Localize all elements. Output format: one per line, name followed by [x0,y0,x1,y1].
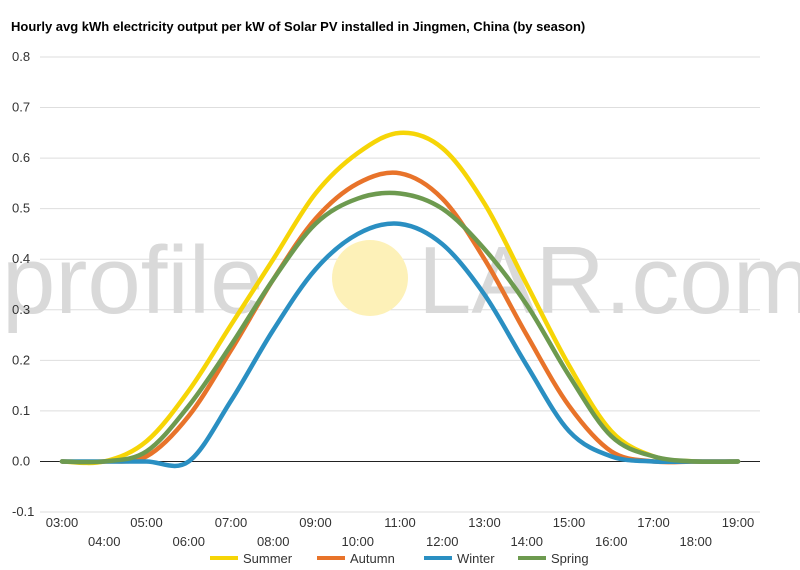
gridlines [40,56,760,513]
series-line-winter [59,221,741,469]
x-axis-ticks: 03:00 04:00 05:00 06:00 07:00 08:00 09:00 10:00… [46,515,755,549]
legend-label: Spring [551,551,589,566]
y-tick-label: 0.6 [12,150,30,165]
x-tick-label: 09:00 [299,515,332,530]
y-tick-label: 0.7 [12,100,30,115]
x-tick-label: 17:00 [637,515,670,530]
x-tick-label: 12:00 [426,534,459,549]
legend: Summer Autumn Winter Spring [210,551,589,566]
x-tick-label: 18:00 [679,534,712,549]
legend-label: Summer [243,551,293,566]
x-tick-label: 15:00 [553,515,586,530]
x-tick-label: 11:00 [384,515,416,530]
x-tick-label: 16:00 [595,534,628,549]
series-line-autumn [59,170,741,465]
legend-swatch [210,556,238,560]
y-tick-label: 0.3 [12,302,30,317]
series-line-summer [59,130,741,466]
legend-label: Autumn [350,551,395,566]
chart-title: Hourly avg kWh electricity output per kW… [11,19,586,34]
legend-item-autumn[interactable]: Autumn [317,551,395,566]
x-tick-label: 14:00 [510,534,543,549]
x-tick-label: 19:00 [722,515,755,530]
x-tick-label: 08:00 [257,534,290,549]
y-tick-label: -0.1 [12,504,34,519]
y-tick-label: 0.4 [12,251,30,266]
profilesolar-watermark: profile LAR.com [2,227,800,334]
legend-swatch [424,556,452,560]
y-tick-label: 0.1 [12,403,30,418]
legend-swatch [518,556,546,560]
series-lines [59,130,741,469]
legend-item-winter[interactable]: Winter [424,551,495,566]
x-tick-label: 13:00 [468,515,501,530]
y-tick-label: 0.8 [12,49,30,64]
x-tick-label: 03:00 [46,515,79,530]
legend-swatch [317,556,345,560]
y-tick-label: 0.2 [12,352,30,367]
watermark-text-left: profile [2,227,263,334]
legend-label: Winter [457,551,495,566]
x-tick-label: 05:00 [130,515,163,530]
x-tick-label: 10:00 [341,534,374,549]
x-tick-label: 04:00 [88,534,121,549]
legend-item-summer[interactable]: Summer [210,551,293,566]
y-tick-label: 0.5 [12,201,30,216]
legend-item-spring[interactable]: Spring [518,551,589,566]
watermark-sun-icon [332,240,408,316]
series-line-spring [59,190,741,465]
x-tick-label: 07:00 [215,515,248,530]
y-tick-label: 0.0 [12,453,30,468]
y-axis-ticks: -0.1 0.0 0.1 0.2 0.3 0.4 0.5 0.6 0.7 0.8 [12,49,34,519]
x-tick-label: 06:00 [172,534,205,549]
